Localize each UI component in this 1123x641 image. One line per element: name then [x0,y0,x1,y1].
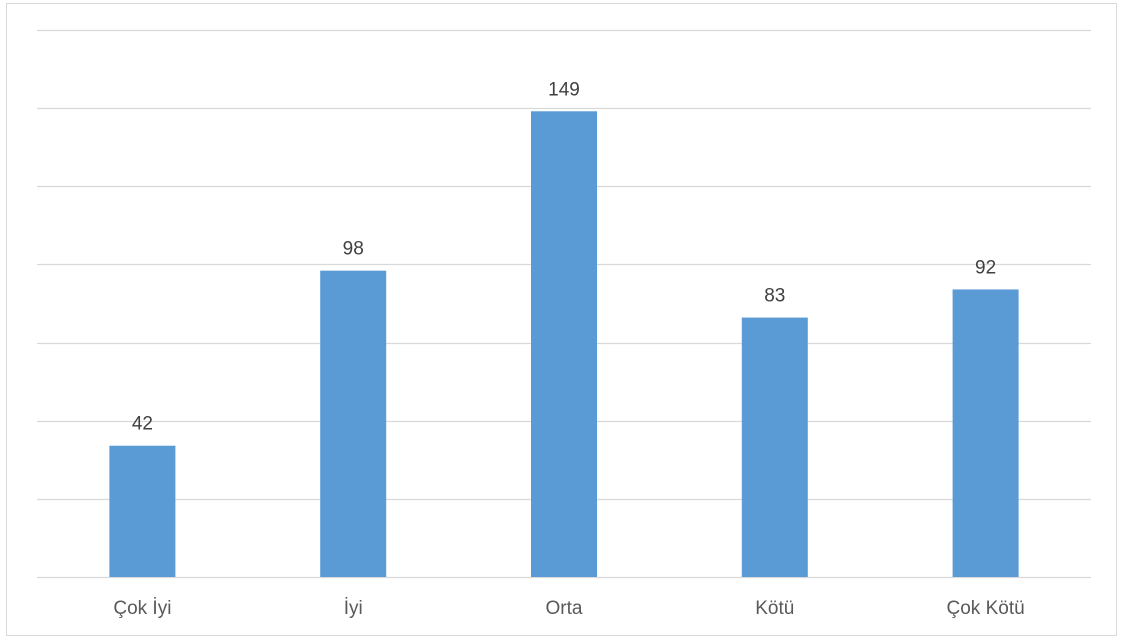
bar [320,270,387,577]
category-tick-label: Kötü [755,598,794,619]
bar [531,111,597,578]
category-tick-label: Çok İyi [113,598,171,619]
category-tick-label: Çok Kötü [947,598,1025,619]
category-tick-label: İyi [344,598,363,619]
data-label: 149 [548,79,580,100]
data-label: 92 [975,257,996,278]
bar [741,317,808,577]
data-label: 83 [764,286,785,307]
category-tick-label: Orta [546,598,583,619]
data-labels: 42 98 149 83 92 [132,79,996,434]
bar [952,289,1019,577]
bars [109,111,1019,578]
category-axis: Çok İyi İyi Orta Kötü Çok Kötü [113,598,1024,619]
data-label: 98 [343,239,364,260]
data-label: 42 [132,414,153,435]
bar [109,445,176,577]
